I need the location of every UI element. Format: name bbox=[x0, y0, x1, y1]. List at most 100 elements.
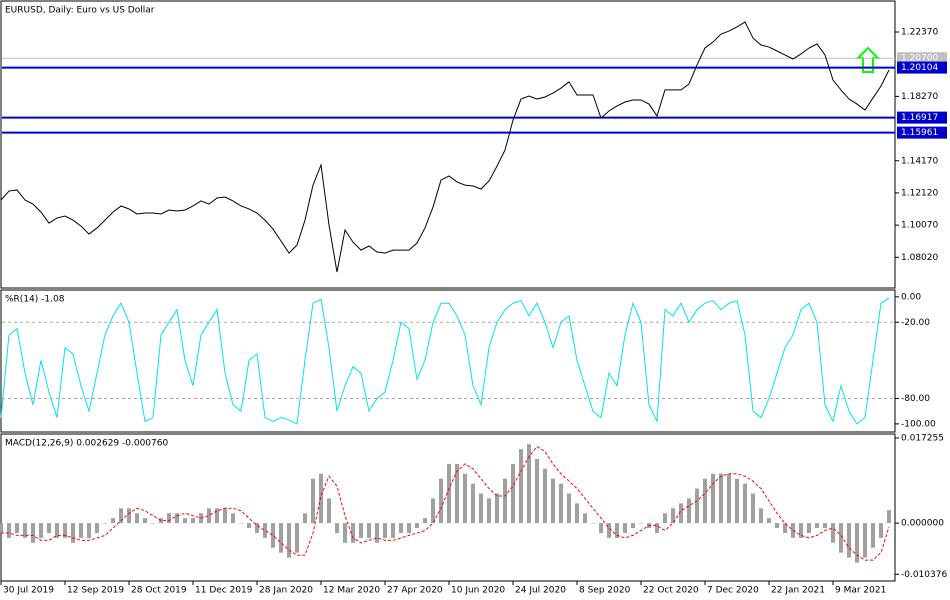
histogram-bar bbox=[287, 523, 291, 558]
histogram-bar bbox=[495, 493, 499, 524]
histogram-bar bbox=[463, 473, 467, 524]
y-tick-label: 0.00 bbox=[901, 292, 921, 302]
level-label: 1.20104 bbox=[901, 63, 938, 73]
histogram-bar bbox=[175, 513, 179, 524]
histogram-bar bbox=[503, 478, 507, 524]
histogram-bar bbox=[775, 523, 779, 529]
histogram-bar bbox=[143, 518, 147, 524]
histogram-bar bbox=[623, 523, 627, 533]
histogram-bar bbox=[63, 523, 67, 538]
y-tick-label: 1.22370 bbox=[901, 27, 938, 37]
histogram-bar bbox=[439, 478, 443, 524]
x-tick-label: 11 Dec 2019 bbox=[195, 586, 253, 596]
histogram-bar bbox=[879, 523, 883, 538]
histogram-bar bbox=[183, 518, 187, 524]
x-tick-label: 12 Sep 2019 bbox=[67, 586, 124, 596]
histogram-bar bbox=[375, 523, 379, 543]
histogram-bar bbox=[599, 523, 603, 533]
histogram-bar bbox=[319, 473, 323, 524]
histogram-bar bbox=[399, 523, 403, 533]
histogram-bar bbox=[407, 523, 411, 533]
histogram-bar bbox=[519, 449, 523, 524]
signal-line bbox=[1, 445, 890, 561]
histogram-bar bbox=[231, 513, 235, 524]
histogram-bar bbox=[855, 523, 859, 563]
histogram-bar bbox=[831, 523, 835, 543]
histogram-bar bbox=[863, 523, 867, 558]
histogram-bar bbox=[487, 498, 491, 524]
histogram-bar bbox=[135, 513, 139, 524]
level-label-box bbox=[897, 111, 947, 124]
histogram-bar bbox=[167, 513, 171, 524]
y-tick-label: -0.010376 bbox=[901, 570, 947, 580]
histogram-bar bbox=[247, 523, 251, 529]
histogram-bar bbox=[575, 503, 579, 524]
histogram-bar bbox=[87, 523, 91, 538]
price-label: 1.20700 bbox=[901, 54, 938, 64]
x-tick-label: 9 Mar 2021 bbox=[835, 586, 886, 596]
histogram-bar bbox=[703, 478, 707, 524]
histogram-bar bbox=[543, 468, 547, 524]
histogram-bar bbox=[735, 478, 739, 524]
histogram-bar bbox=[111, 518, 115, 524]
histogram-bar bbox=[223, 508, 227, 524]
histogram-bar bbox=[847, 523, 851, 558]
y-tick-label: 1.18270 bbox=[901, 92, 938, 102]
histogram-bar bbox=[751, 493, 755, 524]
histogram-bar bbox=[615, 523, 619, 538]
histogram-bar bbox=[783, 523, 787, 533]
histogram-bar bbox=[727, 473, 731, 524]
panel-title: MACD(12,26,9) 0.002629 -0.000760 bbox=[5, 439, 168, 449]
data-line bbox=[0, 297, 890, 425]
histogram-bar bbox=[191, 518, 195, 524]
histogram-bar bbox=[423, 518, 427, 524]
histogram-bar bbox=[215, 508, 219, 524]
histogram-bar bbox=[239, 523, 243, 524]
histogram-bar bbox=[815, 523, 819, 529]
histogram-bar bbox=[391, 523, 395, 538]
x-tick-label: 27 Apr 2020 bbox=[387, 586, 443, 596]
data-line bbox=[0, 21, 890, 273]
y-tick-label: 1.10070 bbox=[901, 221, 938, 231]
y-tick-label: -20.00 bbox=[901, 318, 930, 328]
histogram-bar bbox=[527, 444, 531, 524]
histogram-bar bbox=[303, 513, 307, 524]
histogram-bar bbox=[887, 510, 891, 524]
histogram-bar bbox=[271, 523, 275, 548]
histogram-bar bbox=[759, 508, 763, 524]
histogram-bar bbox=[415, 523, 419, 529]
x-tick-label: 12 Mar 2020 bbox=[323, 586, 380, 596]
y-tick-label: 1.14170 bbox=[901, 156, 938, 166]
y-tick-label: 1.12120 bbox=[901, 188, 938, 198]
histogram-bar bbox=[823, 523, 827, 529]
histogram-bar bbox=[767, 518, 771, 524]
histogram-bar bbox=[511, 463, 515, 524]
histogram-bar bbox=[631, 523, 635, 529]
histogram-bar bbox=[687, 498, 691, 524]
histogram-bar bbox=[671, 508, 675, 524]
histogram-bar bbox=[311, 478, 315, 524]
histogram-bar bbox=[335, 523, 339, 533]
level-label: 1.16917 bbox=[901, 113, 938, 123]
histogram-bar bbox=[711, 473, 715, 524]
histogram-bar bbox=[583, 513, 587, 524]
histogram-bar bbox=[279, 523, 283, 553]
histogram-bar bbox=[207, 508, 211, 524]
x-tick-label: 22 Oct 2020 bbox=[643, 586, 699, 596]
wpr-frame bbox=[0, 289, 896, 433]
y-tick-label: 1.08020 bbox=[901, 253, 938, 263]
histogram-bar bbox=[127, 508, 131, 524]
histogram-bar bbox=[471, 483, 475, 524]
level-label-box bbox=[897, 61, 947, 74]
histogram-bar bbox=[839, 523, 843, 553]
level-label: 1.15961 bbox=[901, 128, 938, 138]
histogram-bar bbox=[0, 523, 3, 533]
histogram-bar bbox=[567, 493, 571, 524]
x-tick-label: 22 Jan 2021 bbox=[771, 586, 825, 596]
y-tick-label: 0.000000 bbox=[901, 519, 944, 529]
histogram-bar bbox=[719, 473, 723, 524]
price-label-box bbox=[897, 52, 947, 65]
histogram-bar bbox=[559, 483, 563, 524]
histogram-bar bbox=[79, 523, 83, 538]
